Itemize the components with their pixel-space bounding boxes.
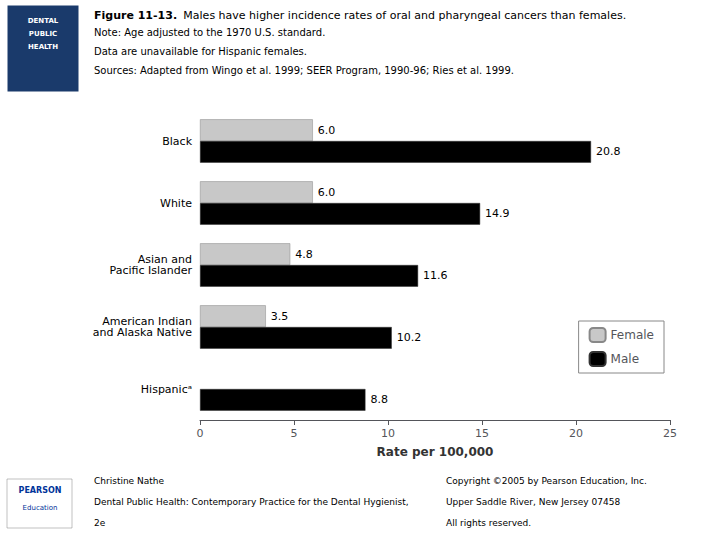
- svg-text:Figure 11-13.: Figure 11-13.: [94, 9, 177, 22]
- svg-text:Male: Male: [611, 352, 639, 366]
- svg-text:Hispanicᵃ: Hispanicᵃ: [141, 383, 192, 396]
- svg-text:DENTAL: DENTAL: [28, 17, 59, 25]
- svg-text:All rights reserved.: All rights reserved.: [446, 518, 531, 528]
- svg-text:11.6: 11.6: [423, 269, 448, 282]
- svg-text:Female: Female: [611, 328, 654, 342]
- svg-text:Black: Black: [162, 135, 192, 148]
- svg-text:15: 15: [475, 427, 489, 440]
- svg-text:Asian and: Asian and: [137, 253, 192, 266]
- svg-text:10: 10: [381, 427, 395, 440]
- svg-text:8.8: 8.8: [370, 393, 388, 406]
- svg-text:3.5: 3.5: [271, 310, 289, 323]
- svg-text:0: 0: [197, 427, 204, 440]
- svg-text:5: 5: [291, 427, 298, 440]
- svg-text:and Alaska Native: and Alaska Native: [93, 326, 193, 339]
- svg-text:PEARSON: PEARSON: [19, 486, 62, 495]
- svg-text:20.8: 20.8: [596, 145, 621, 158]
- svg-text:Males have higher incidence ra: Males have higher incidence rates of ora…: [183, 9, 626, 22]
- svg-text:6.0: 6.0: [318, 124, 336, 137]
- svg-text:Christine Nathe: Christine Nathe: [94, 476, 164, 486]
- svg-text:Education: Education: [23, 504, 58, 512]
- svg-text:2e: 2e: [94, 518, 106, 528]
- svg-text:American Indian: American Indian: [102, 315, 192, 328]
- svg-text:Upper Saddle River, New Jersey: Upper Saddle River, New Jersey 07458: [446, 497, 620, 507]
- svg-text:Sources: Adapted from Wingo et: Sources: Adapted from Wingo et al. 1999;…: [94, 65, 514, 76]
- svg-text:14.9: 14.9: [485, 207, 510, 220]
- svg-text:10.2: 10.2: [397, 331, 422, 344]
- svg-text:20: 20: [569, 427, 583, 440]
- svg-text:Copyright ©2005 by Pearson Edu: Copyright ©2005 by Pearson Education, In…: [446, 476, 647, 486]
- svg-text:Rate per 100,000: Rate per 100,000: [377, 445, 494, 459]
- svg-text:Note: Age adjusted to the 1970: Note: Age adjusted to the 1970 U.S. stan…: [94, 27, 325, 38]
- svg-text:Pacific Islander: Pacific Islander: [110, 264, 193, 277]
- svg-text:HEALTH: HEALTH: [28, 43, 58, 51]
- svg-text:Data are unavailable for Hispa: Data are unavailable for Hispanic female…: [94, 46, 307, 57]
- svg-text:25: 25: [663, 427, 677, 440]
- svg-text:6.0: 6.0: [318, 186, 336, 199]
- svg-text:4.8: 4.8: [295, 248, 313, 261]
- svg-text:White: White: [160, 197, 192, 210]
- svg-text:Dental Public Health: Contempo: Dental Public Health: Contemporary Pract…: [94, 497, 409, 507]
- svg-text:PUBLIC: PUBLIC: [29, 30, 57, 38]
